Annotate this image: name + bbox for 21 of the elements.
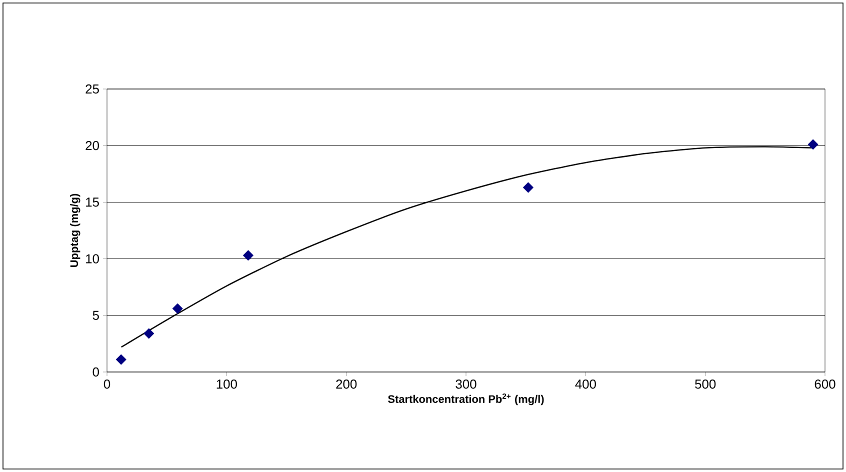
x-tick-label: 400	[575, 380, 596, 389]
point	[144, 328, 154, 339]
point	[522, 182, 534, 193]
x-axis-title: Startkoncentration Pb$^{2+}$ (mg/l)	[388, 394, 544, 406]
point	[808, 139, 818, 150]
point	[172, 303, 183, 314]
x-tick-label: 300	[456, 380, 476, 389]
x-tick-label: 600	[814, 380, 836, 389]
x-tick-label: 500	[695, 380, 716, 389]
y-tick-label: 10	[86, 254, 99, 264]
point	[242, 250, 254, 261]
y-tick-label: 25	[86, 84, 99, 94]
y-tick-label: 0	[92, 367, 99, 377]
y-axis-title: Upptag (mg/g)	[70, 194, 80, 267]
point	[116, 354, 126, 365]
x-tick-label: 200	[336, 380, 357, 389]
y-tick-label: 5	[92, 310, 99, 320]
x-tick-label: 100	[216, 380, 237, 389]
y-tick-label: 15	[86, 198, 99, 207]
y-tick-label: 20	[86, 141, 99, 150]
x-tick-label: 0	[104, 380, 110, 389]
